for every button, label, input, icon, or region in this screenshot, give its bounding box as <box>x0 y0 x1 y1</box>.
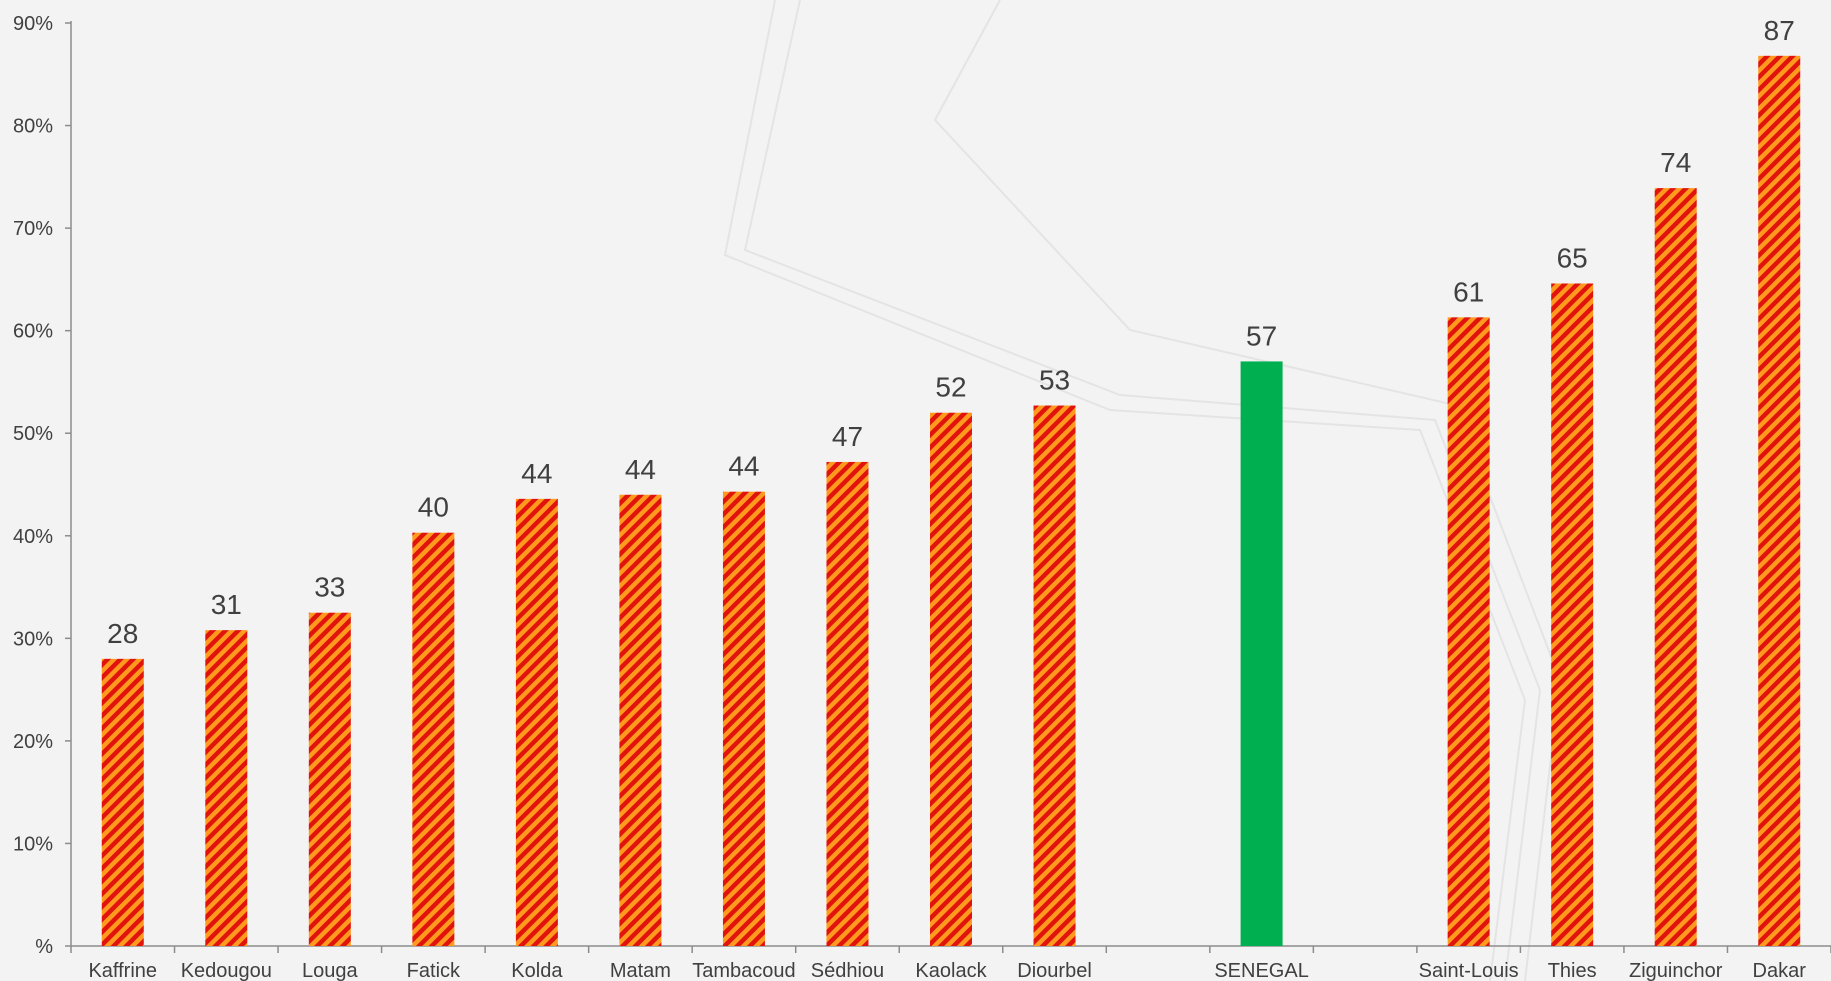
y-axis: % 10% 20% 30% 40% 50% 60% 70% 80% 90% <box>13 13 72 958</box>
data-label: 28 <box>107 618 138 649</box>
bar-matam <box>619 494 662 946</box>
y-tick-label: 90% <box>13 13 53 35</box>
category-labels: Kaffrine Kedougou Louga Fatick Kolda Matam Tam… <box>88 960 1806 981</box>
bar-kaffrine <box>101 658 144 946</box>
category-label: Louga <box>302 960 358 981</box>
y-tick-label: 60% <box>13 321 53 343</box>
bar-ziguinchor <box>1654 188 1697 946</box>
data-label: 87 <box>1764 15 1795 46</box>
bar-sédhiou <box>826 461 869 946</box>
data-label: 44 <box>728 451 759 482</box>
category-label: Kaolack <box>915 960 987 981</box>
bar-thies <box>1551 283 1594 947</box>
data-label: 57 <box>1246 320 1277 351</box>
y-tick-label: 70% <box>13 218 53 240</box>
y-tick-label: % <box>35 936 53 958</box>
y-tick-label: 80% <box>13 116 53 138</box>
data-label: 31 <box>211 589 242 620</box>
data-label: 61 <box>1453 276 1484 307</box>
bar-louga <box>308 612 351 946</box>
category-label: Matam <box>610 960 671 981</box>
bars <box>101 55 1801 947</box>
data-label: 53 <box>1039 365 1070 396</box>
bar-dakar <box>1758 55 1801 947</box>
category-label: Thies <box>1548 960 1597 981</box>
data-label: 44 <box>625 454 656 485</box>
category-label: Saint-Louis <box>1419 960 1519 981</box>
data-labels: 28 31 33 40 44 44 44 47 52 53 57 61 65 74 87 <box>107 15 1795 649</box>
category-label: Diourbel <box>1017 960 1091 981</box>
data-label: 44 <box>521 458 552 489</box>
data-label: 65 <box>1557 242 1588 273</box>
y-tick-label: 20% <box>13 731 53 753</box>
bar-kaolack <box>930 412 972 946</box>
x-axis <box>70 945 1831 953</box>
category-label: Kaffrine <box>88 960 157 981</box>
bar-tambacoud <box>722 491 765 946</box>
category-label: Kolda <box>511 960 563 981</box>
data-label: 40 <box>418 492 449 523</box>
category-label: SENEGAL <box>1214 960 1308 981</box>
data-label: 33 <box>314 572 345 603</box>
category-label: Ziguinchor <box>1629 960 1723 981</box>
y-tick-label: 50% <box>13 423 53 445</box>
bar-saint-louis <box>1447 317 1490 946</box>
category-label: Dakar <box>1753 960 1807 981</box>
bar-diourbel <box>1033 405 1076 946</box>
bar-kedougou <box>205 630 248 946</box>
category-label: Sédhiou <box>811 960 884 981</box>
y-tick-label: 30% <box>13 628 53 650</box>
bar-kolda <box>515 498 558 946</box>
data-label: 74 <box>1660 147 1691 178</box>
bar-senegal <box>1240 361 1283 946</box>
category-label: Kedougou <box>181 960 272 981</box>
data-label: 47 <box>832 421 863 452</box>
category-label: Tambacoud <box>692 960 795 981</box>
category-label: Fatick <box>407 960 461 981</box>
bar-fatick <box>412 532 455 946</box>
data-label: 52 <box>935 372 966 403</box>
y-tick-label: 40% <box>13 526 53 548</box>
y-tick-label: 10% <box>13 833 53 855</box>
